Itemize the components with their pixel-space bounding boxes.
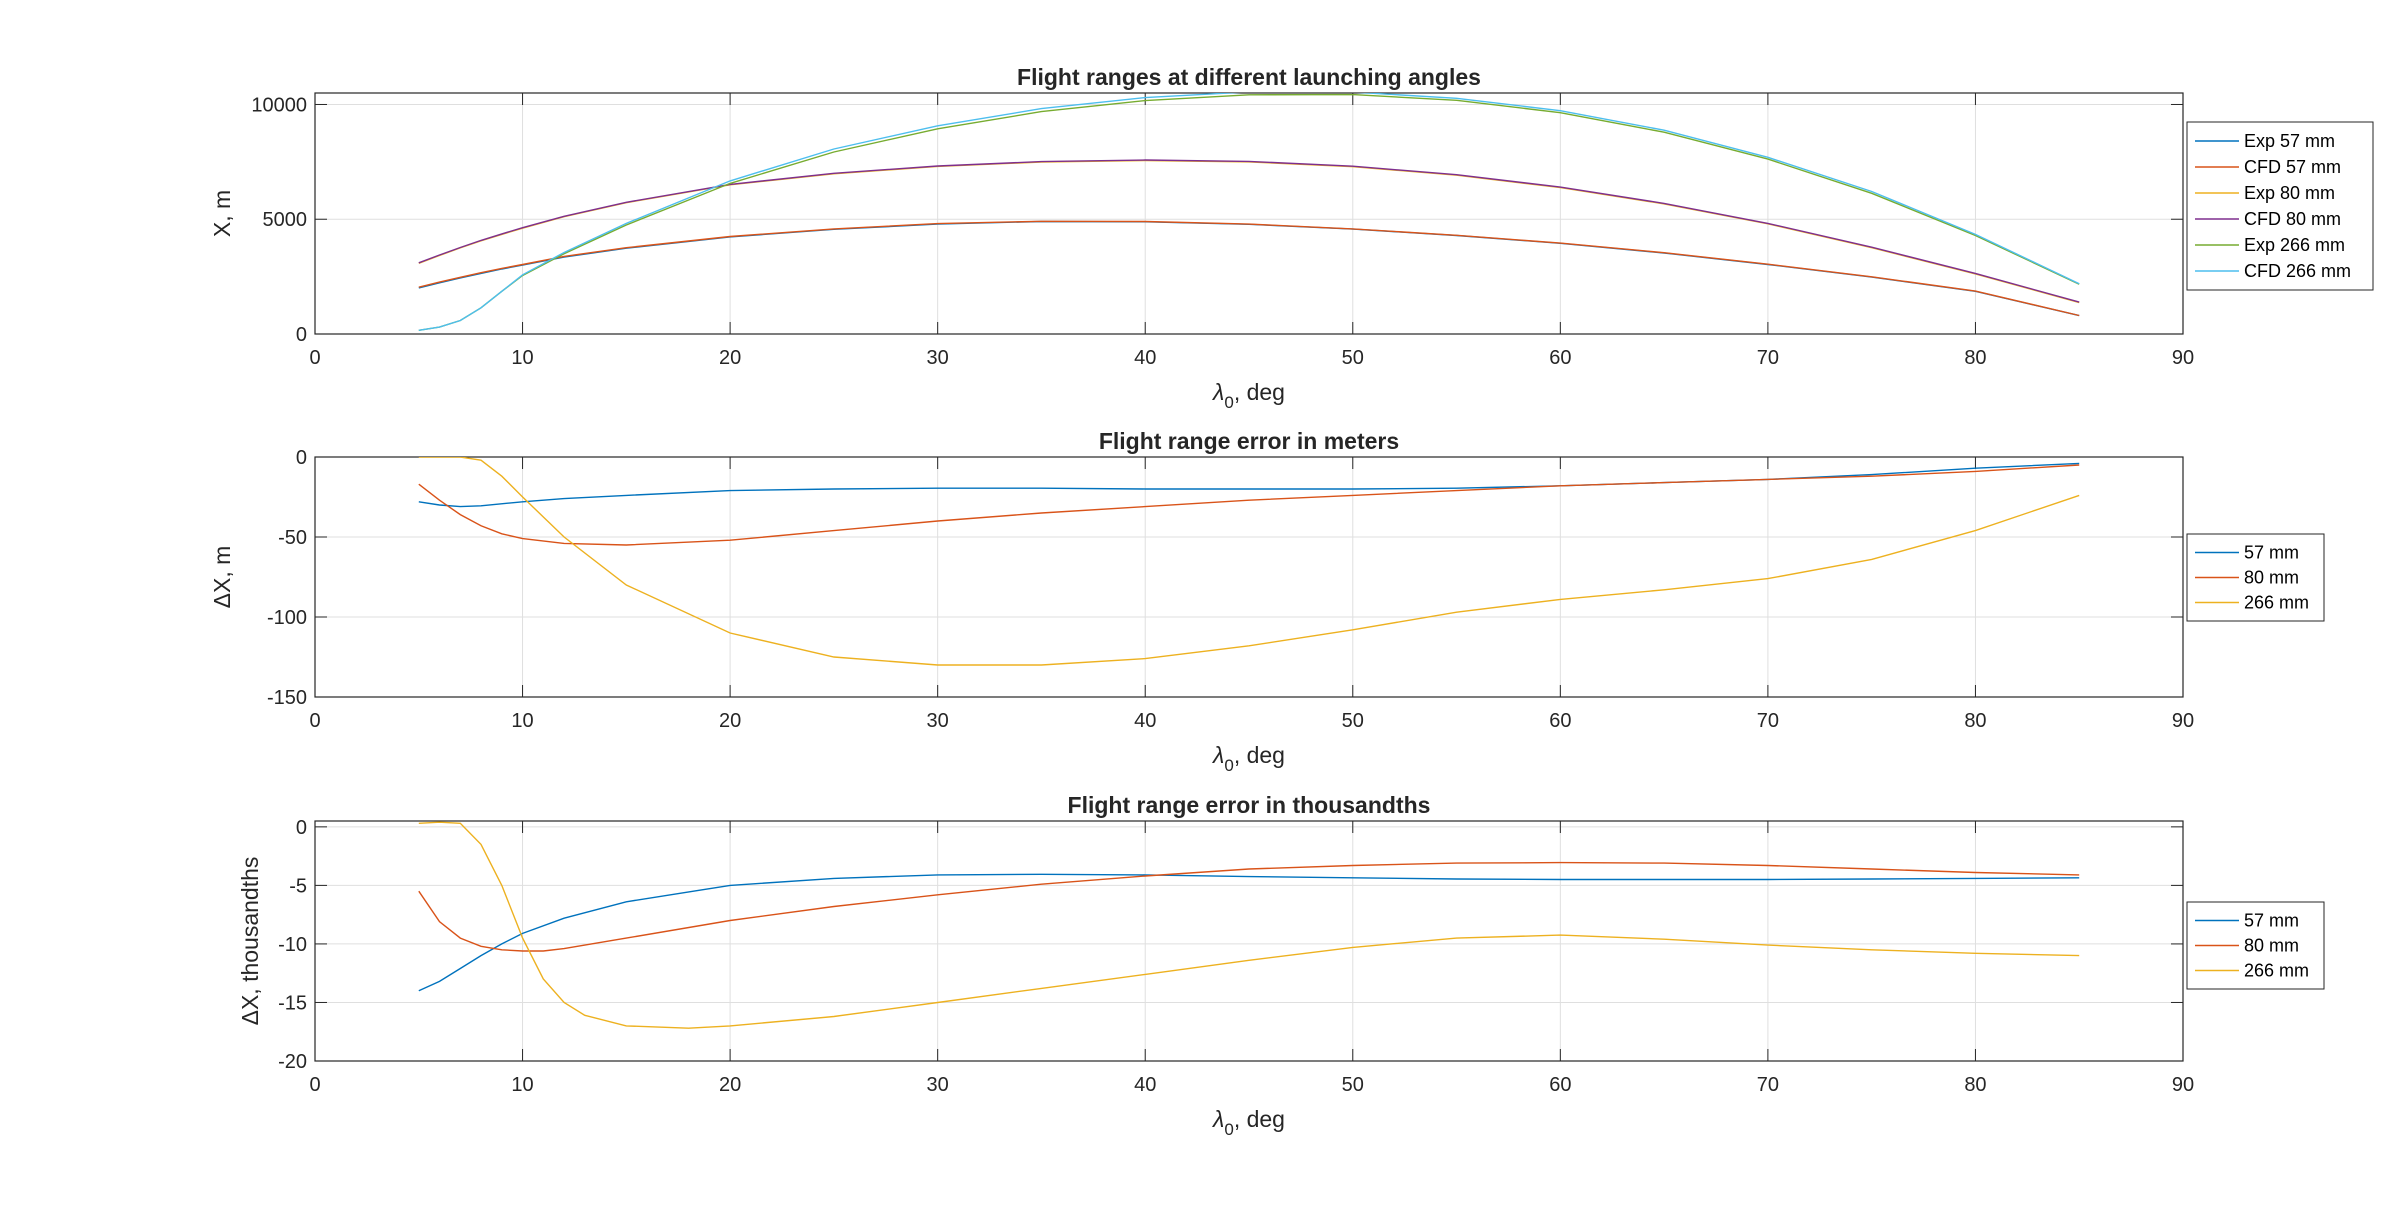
plot-area	[315, 821, 2183, 1061]
y-tick-label: -50	[278, 527, 307, 549]
y-tick-label: -5	[289, 875, 307, 897]
legend: 57 mm 80 mm 266 mm	[2186, 533, 2325, 622]
chart-title: Flight range error in meters	[1099, 428, 1399, 454]
y-tick-label: 0	[296, 447, 307, 469]
x-tick-label: 40	[1134, 710, 1156, 732]
axes-box	[314, 456, 2184, 698]
chart-panel-3: 0 10 20 30 40 50 60 70 80 90 -20 -15 -10 -5 0 Flight ra…	[237, 792, 2325, 1139]
series-line	[418, 220, 2080, 317]
x-tick-label: 90	[2172, 710, 2194, 732]
y-axis-label: ΔX, thousandths	[237, 857, 263, 1026]
x-tick-label: 0	[309, 1074, 320, 1096]
legend-label: CFD 80 mm	[2244, 209, 2341, 229]
x-tick-label: 0	[309, 710, 320, 732]
x-tick-label: 50	[1342, 347, 1364, 369]
chart-title: Flight ranges at different launching ang…	[1017, 64, 1481, 90]
x-tick-label: 20	[719, 347, 741, 369]
legend: Exp 57 mm CFD 57 mm Exp 80 mm CFD 80 mm Exp …	[2186, 121, 2374, 291]
x-tick-label: 30	[927, 710, 949, 732]
x-tick-label: 60	[1549, 347, 1571, 369]
series-line	[418, 159, 2080, 303]
y-tick-label: -20	[278, 1051, 307, 1073]
x-tick-label: 50	[1342, 1074, 1364, 1096]
x-tick-label: 10	[511, 1074, 533, 1096]
chart-panel-2: 0 10 20 30 40 50 60 70 80 90 -150 -100 -50 0 Flight ra…	[209, 428, 2325, 775]
x-axis-label: λ0, deg	[1211, 742, 1285, 775]
y-tick-label: 10000	[251, 94, 307, 116]
x-tick-label: 80	[1964, 1074, 1986, 1096]
x-tick-label: 40	[1134, 347, 1156, 369]
x-tick-label: 90	[2172, 1074, 2194, 1096]
y-axis-label: X, m	[209, 190, 235, 237]
x-tick-label: 60	[1549, 1074, 1571, 1096]
y-tick-label: 0	[296, 324, 307, 346]
x-tick-label: 70	[1757, 347, 1779, 369]
legend-label: 80 mm	[2244, 936, 2299, 956]
legend-label: Exp 266 mm	[2244, 235, 2345, 255]
x-tick-label: 20	[719, 710, 741, 732]
x-tick-label: 70	[1757, 710, 1779, 732]
legend-label: CFD 57 mm	[2244, 157, 2341, 177]
x-tick-label: 50	[1342, 710, 1364, 732]
y-tick-label: -15	[278, 992, 307, 1014]
y-tick-label: 5000	[263, 209, 308, 231]
x-tick-label: 20	[719, 1074, 741, 1096]
legend-label: 266 mm	[2244, 961, 2309, 981]
x-axis-label: λ0, deg	[1211, 379, 1285, 412]
axes-box	[314, 820, 2184, 1062]
x-tick-label: 30	[927, 1074, 949, 1096]
legend-label: 266 mm	[2244, 593, 2309, 613]
series-line	[418, 464, 2080, 546]
series-line	[418, 93, 2080, 331]
y-tick-label: -10	[278, 934, 307, 956]
plot-area	[315, 457, 2183, 697]
legend: 57 mm 80 mm 266 mm	[2186, 901, 2325, 990]
legend-label: 57 mm	[2244, 911, 2299, 931]
y-tick-label: 0	[296, 817, 307, 839]
x-tick-label: 80	[1964, 347, 1986, 369]
axes-box	[314, 92, 2184, 335]
series-line	[418, 873, 2080, 992]
x-axis-label: λ0, deg	[1211, 1106, 1285, 1139]
x-tick-label: 0	[309, 347, 320, 369]
x-tick-label: 10	[511, 710, 533, 732]
series-line	[418, 861, 2080, 952]
legend-label: Exp 57 mm	[2244, 131, 2335, 151]
x-tick-label: 80	[1964, 710, 1986, 732]
x-tick-label: 10	[511, 347, 533, 369]
x-tick-label: 70	[1757, 1074, 1779, 1096]
legend-label: 80 mm	[2244, 568, 2299, 588]
series-line	[418, 457, 2080, 666]
x-tick-label: 40	[1134, 1074, 1156, 1096]
chart-title: Flight range error in thousandths	[1068, 792, 1431, 818]
y-axis-label: ΔX, m	[209, 546, 235, 609]
y-tick-label: -150	[267, 687, 307, 709]
x-tick-label: 60	[1549, 710, 1571, 732]
x-tick-label: 90	[2172, 347, 2194, 369]
series-line	[418, 821, 2080, 1029]
x-tick-label: 30	[927, 347, 949, 369]
legend-label: 57 mm	[2244, 543, 2299, 563]
legend-label: CFD 266 mm	[2244, 261, 2351, 281]
plot-area	[315, 93, 2183, 334]
y-tick-label: -100	[267, 607, 307, 629]
chart-panel-1: 0 10 20 30 40 50 60 70 80 90 0 5000 10000 Flight rang…	[209, 64, 2374, 412]
legend-label: Exp 80 mm	[2244, 183, 2335, 203]
legend-box	[2186, 121, 2374, 291]
